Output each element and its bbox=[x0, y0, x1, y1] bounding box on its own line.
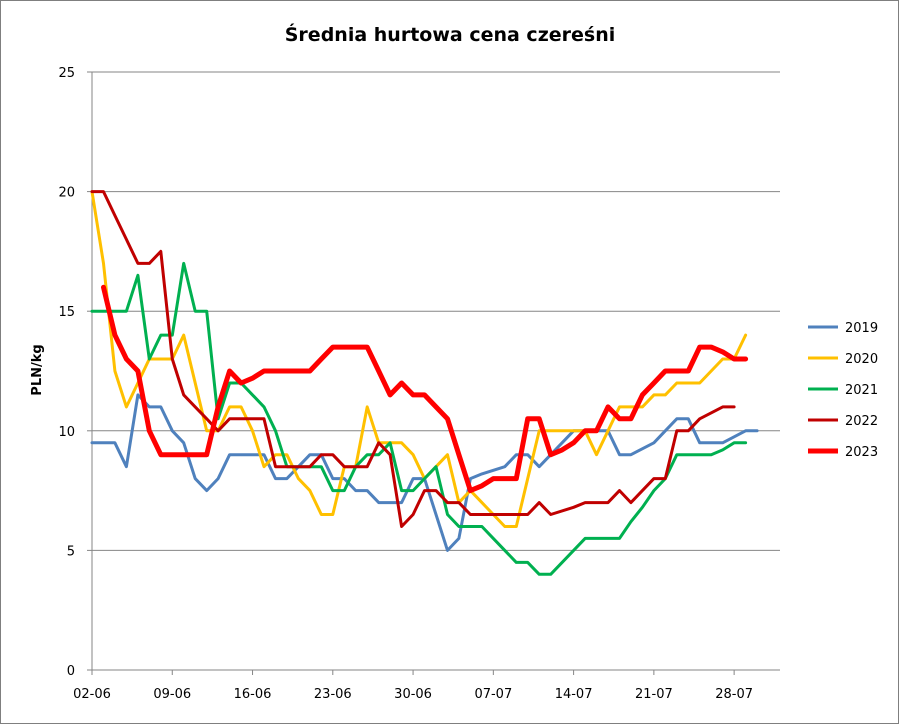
x-axis-ticks: 02-06 09-06 16-06 23-06 30-06 07-07 14-07 21-07… bbox=[73, 687, 753, 702]
legend-label: 2019 bbox=[845, 321, 878, 336]
series-line-2020 bbox=[90, 190, 748, 528]
series-lines bbox=[90, 190, 759, 576]
y-axis-ticks: 0 5 10 15 20 25 bbox=[58, 66, 75, 679]
chart-title: Średnia hurtowa cena czereśni bbox=[284, 24, 616, 46]
x-tick-label: 23-06 bbox=[314, 687, 352, 702]
legend-label: 2020 bbox=[845, 352, 878, 367]
y-tick-label: 5 bbox=[67, 544, 75, 559]
x-tick-label: 07-07 bbox=[474, 687, 512, 702]
y-tick-label: 0 bbox=[67, 664, 75, 679]
series-line-2023 bbox=[101, 284, 749, 494]
x-tick-label: 14-07 bbox=[555, 687, 593, 702]
axes bbox=[87, 71, 780, 675]
series-line-2019 bbox=[90, 393, 759, 552]
y-tick-label: 15 bbox=[58, 305, 75, 320]
y-axis-label: PLN/kg bbox=[30, 344, 45, 395]
x-tick-label: 30-06 bbox=[394, 687, 432, 702]
legend-label: 2023 bbox=[845, 445, 878, 460]
legend-label: 2021 bbox=[845, 383, 878, 398]
series-line-2021 bbox=[90, 261, 748, 576]
x-tick-label: 02-06 bbox=[73, 687, 111, 702]
series-line-2022 bbox=[90, 190, 736, 528]
x-tick-label: 16-06 bbox=[234, 687, 272, 702]
legend-label: 2022 bbox=[845, 414, 878, 429]
x-tick-label: 21-07 bbox=[635, 687, 673, 702]
y-tick-label: 20 bbox=[58, 186, 75, 201]
y-tick-label: 25 bbox=[58, 66, 75, 81]
legend: 2019 2020 2021 2022 2023 bbox=[808, 321, 878, 460]
y-tick-label: 10 bbox=[58, 425, 75, 440]
x-tick-label: 28-07 bbox=[715, 687, 753, 702]
x-tick-label: 09-06 bbox=[153, 687, 191, 702]
